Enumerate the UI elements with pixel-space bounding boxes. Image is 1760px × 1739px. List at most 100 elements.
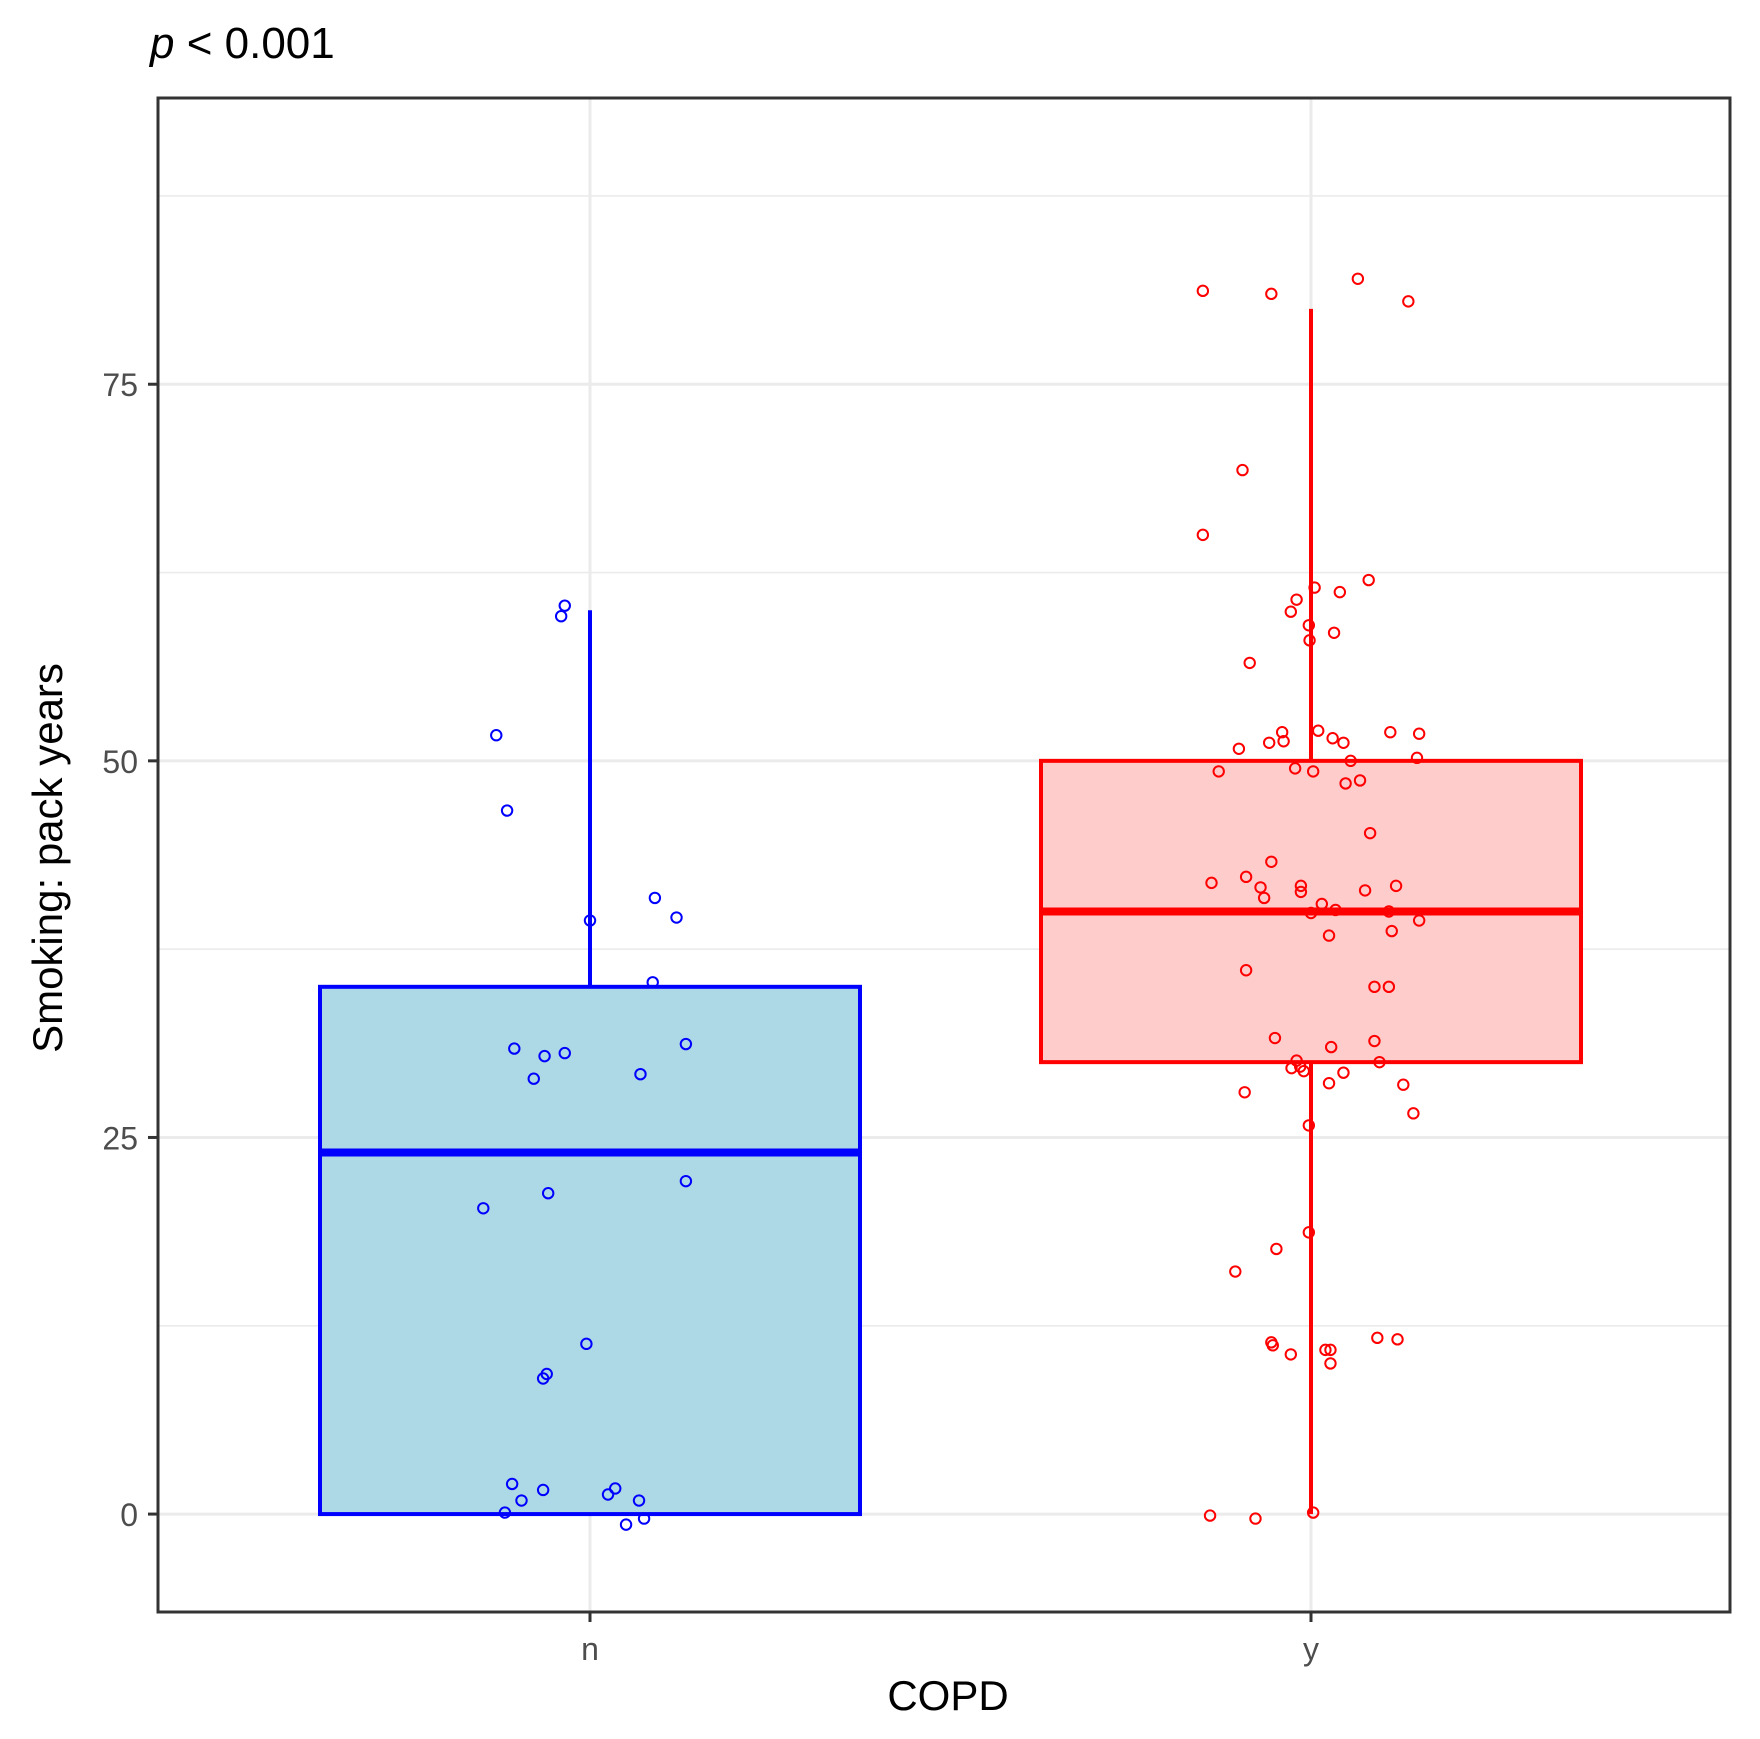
data-point-n (632, 1494, 646, 1507)
x-axis-label: COPD (887, 1672, 1008, 1719)
data-point-y (1312, 724, 1325, 737)
data-point-y (1254, 881, 1267, 894)
data-point-y (1391, 1333, 1404, 1346)
data-point-n (583, 914, 597, 927)
data-point-n (601, 1488, 615, 1501)
data-point-y (1303, 634, 1316, 647)
data-point-n (637, 1512, 651, 1525)
data-point-y (1308, 581, 1321, 594)
data-point-n (490, 729, 503, 742)
data-point-y (1205, 876, 1218, 890)
data-point-y (1333, 585, 1347, 599)
data-point-n (619, 1518, 633, 1531)
data-point-n (536, 1483, 550, 1497)
data-point-y (1238, 1086, 1251, 1099)
data-point-n (554, 610, 568, 623)
data-point-y (1337, 736, 1350, 749)
chart-title: p < 0.001 (148, 19, 335, 68)
data-point-y (1382, 980, 1396, 994)
data-point-n (609, 1482, 622, 1495)
box-iqr (318, 984, 862, 1517)
y-tick-label: 25 (102, 1120, 138, 1156)
data-point-y (1371, 1331, 1384, 1345)
data-point-y (1284, 1348, 1298, 1361)
data-point-y (1373, 1055, 1386, 1069)
y-tick-label: 50 (102, 744, 138, 780)
data-point-y (1337, 1066, 1350, 1079)
y-tick-label: 0 (120, 1497, 138, 1533)
data-point-y (1304, 906, 1318, 920)
data-point-n (646, 976, 659, 989)
data-point-y (1322, 929, 1336, 942)
data-point-n (670, 911, 683, 924)
data-point-y (1277, 735, 1290, 748)
data-point-y (1402, 295, 1415, 308)
data-point-y (1407, 1107, 1420, 1120)
data-point-y (1294, 885, 1308, 899)
data-point-y (1329, 903, 1342, 917)
data-point-y (1363, 826, 1377, 840)
data-point-y (1249, 1512, 1262, 1525)
data-point-y (1339, 777, 1352, 790)
data-point-n (498, 1506, 512, 1519)
data-point-n (679, 1037, 693, 1051)
data-point-y (1239, 964, 1253, 977)
data-point-y (1266, 1339, 1279, 1352)
data-point-y (1284, 605, 1298, 618)
x-tick-label-y: y (1303, 1631, 1319, 1667)
data-point-y (1368, 1034, 1381, 1048)
data-point-y (1239, 870, 1253, 884)
data-point-n (515, 1494, 528, 1507)
data-point-y (1265, 855, 1278, 868)
axes: 0 25 50 75 n y (102, 96, 1732, 1667)
data-point-y (1236, 463, 1249, 477)
data-point-y (1203, 1509, 1217, 1522)
y-axis-label: Smoking: pack years (24, 663, 71, 1053)
x-tick-label-n: n (581, 1631, 599, 1667)
title-p-value: < 0.001 (174, 19, 334, 68)
data-point-y (1294, 879, 1308, 893)
data-point-y (1389, 879, 1403, 893)
data-point-y (1324, 1343, 1337, 1357)
box-n (318, 610, 862, 1517)
data-point-n (508, 1042, 521, 1055)
data-point-y (1302, 1226, 1316, 1239)
data-point-y (1306, 1506, 1320, 1519)
data-point-n (580, 1337, 593, 1351)
data-point-n (541, 1187, 555, 1200)
data-point-y (1290, 593, 1303, 606)
data-point-y (1410, 751, 1424, 765)
data-point-y (1268, 1031, 1282, 1045)
panel-border (156, 96, 1732, 1614)
data-point-y (1322, 1077, 1336, 1090)
data-point-y (1315, 897, 1329, 911)
data-point-y (1412, 727, 1426, 740)
data-point-y (1324, 1357, 1337, 1370)
data-point-y (1397, 1078, 1410, 1091)
data-point-y (1326, 732, 1339, 745)
data-point-n (540, 1367, 553, 1381)
data-point-y (1285, 1061, 1298, 1075)
data-point-n (477, 1202, 490, 1215)
data-point-y (1385, 924, 1398, 938)
data-point-y (1232, 742, 1246, 755)
data-point-y (1196, 528, 1210, 542)
data-point-n (538, 1049, 551, 1063)
data-point-y (1327, 626, 1341, 639)
data-point-y (1297, 1064, 1310, 1078)
data-point-y (1324, 1040, 1338, 1054)
data-point-y (1319, 1343, 1332, 1357)
data-point-y (1288, 762, 1302, 775)
data-point-n (505, 1477, 519, 1491)
data-point-n (634, 1067, 647, 1081)
data-point-y (1306, 765, 1320, 778)
title-p-symbol: p (148, 19, 174, 68)
data-point-y (1412, 914, 1426, 927)
data-point-y (1265, 287, 1278, 301)
boxes (318, 308, 1583, 1517)
data-point-y (1229, 1265, 1242, 1278)
data-point-y (1270, 1242, 1283, 1256)
points (477, 272, 1426, 1531)
data-point-n (648, 891, 662, 905)
data-point-y (1344, 754, 1357, 768)
